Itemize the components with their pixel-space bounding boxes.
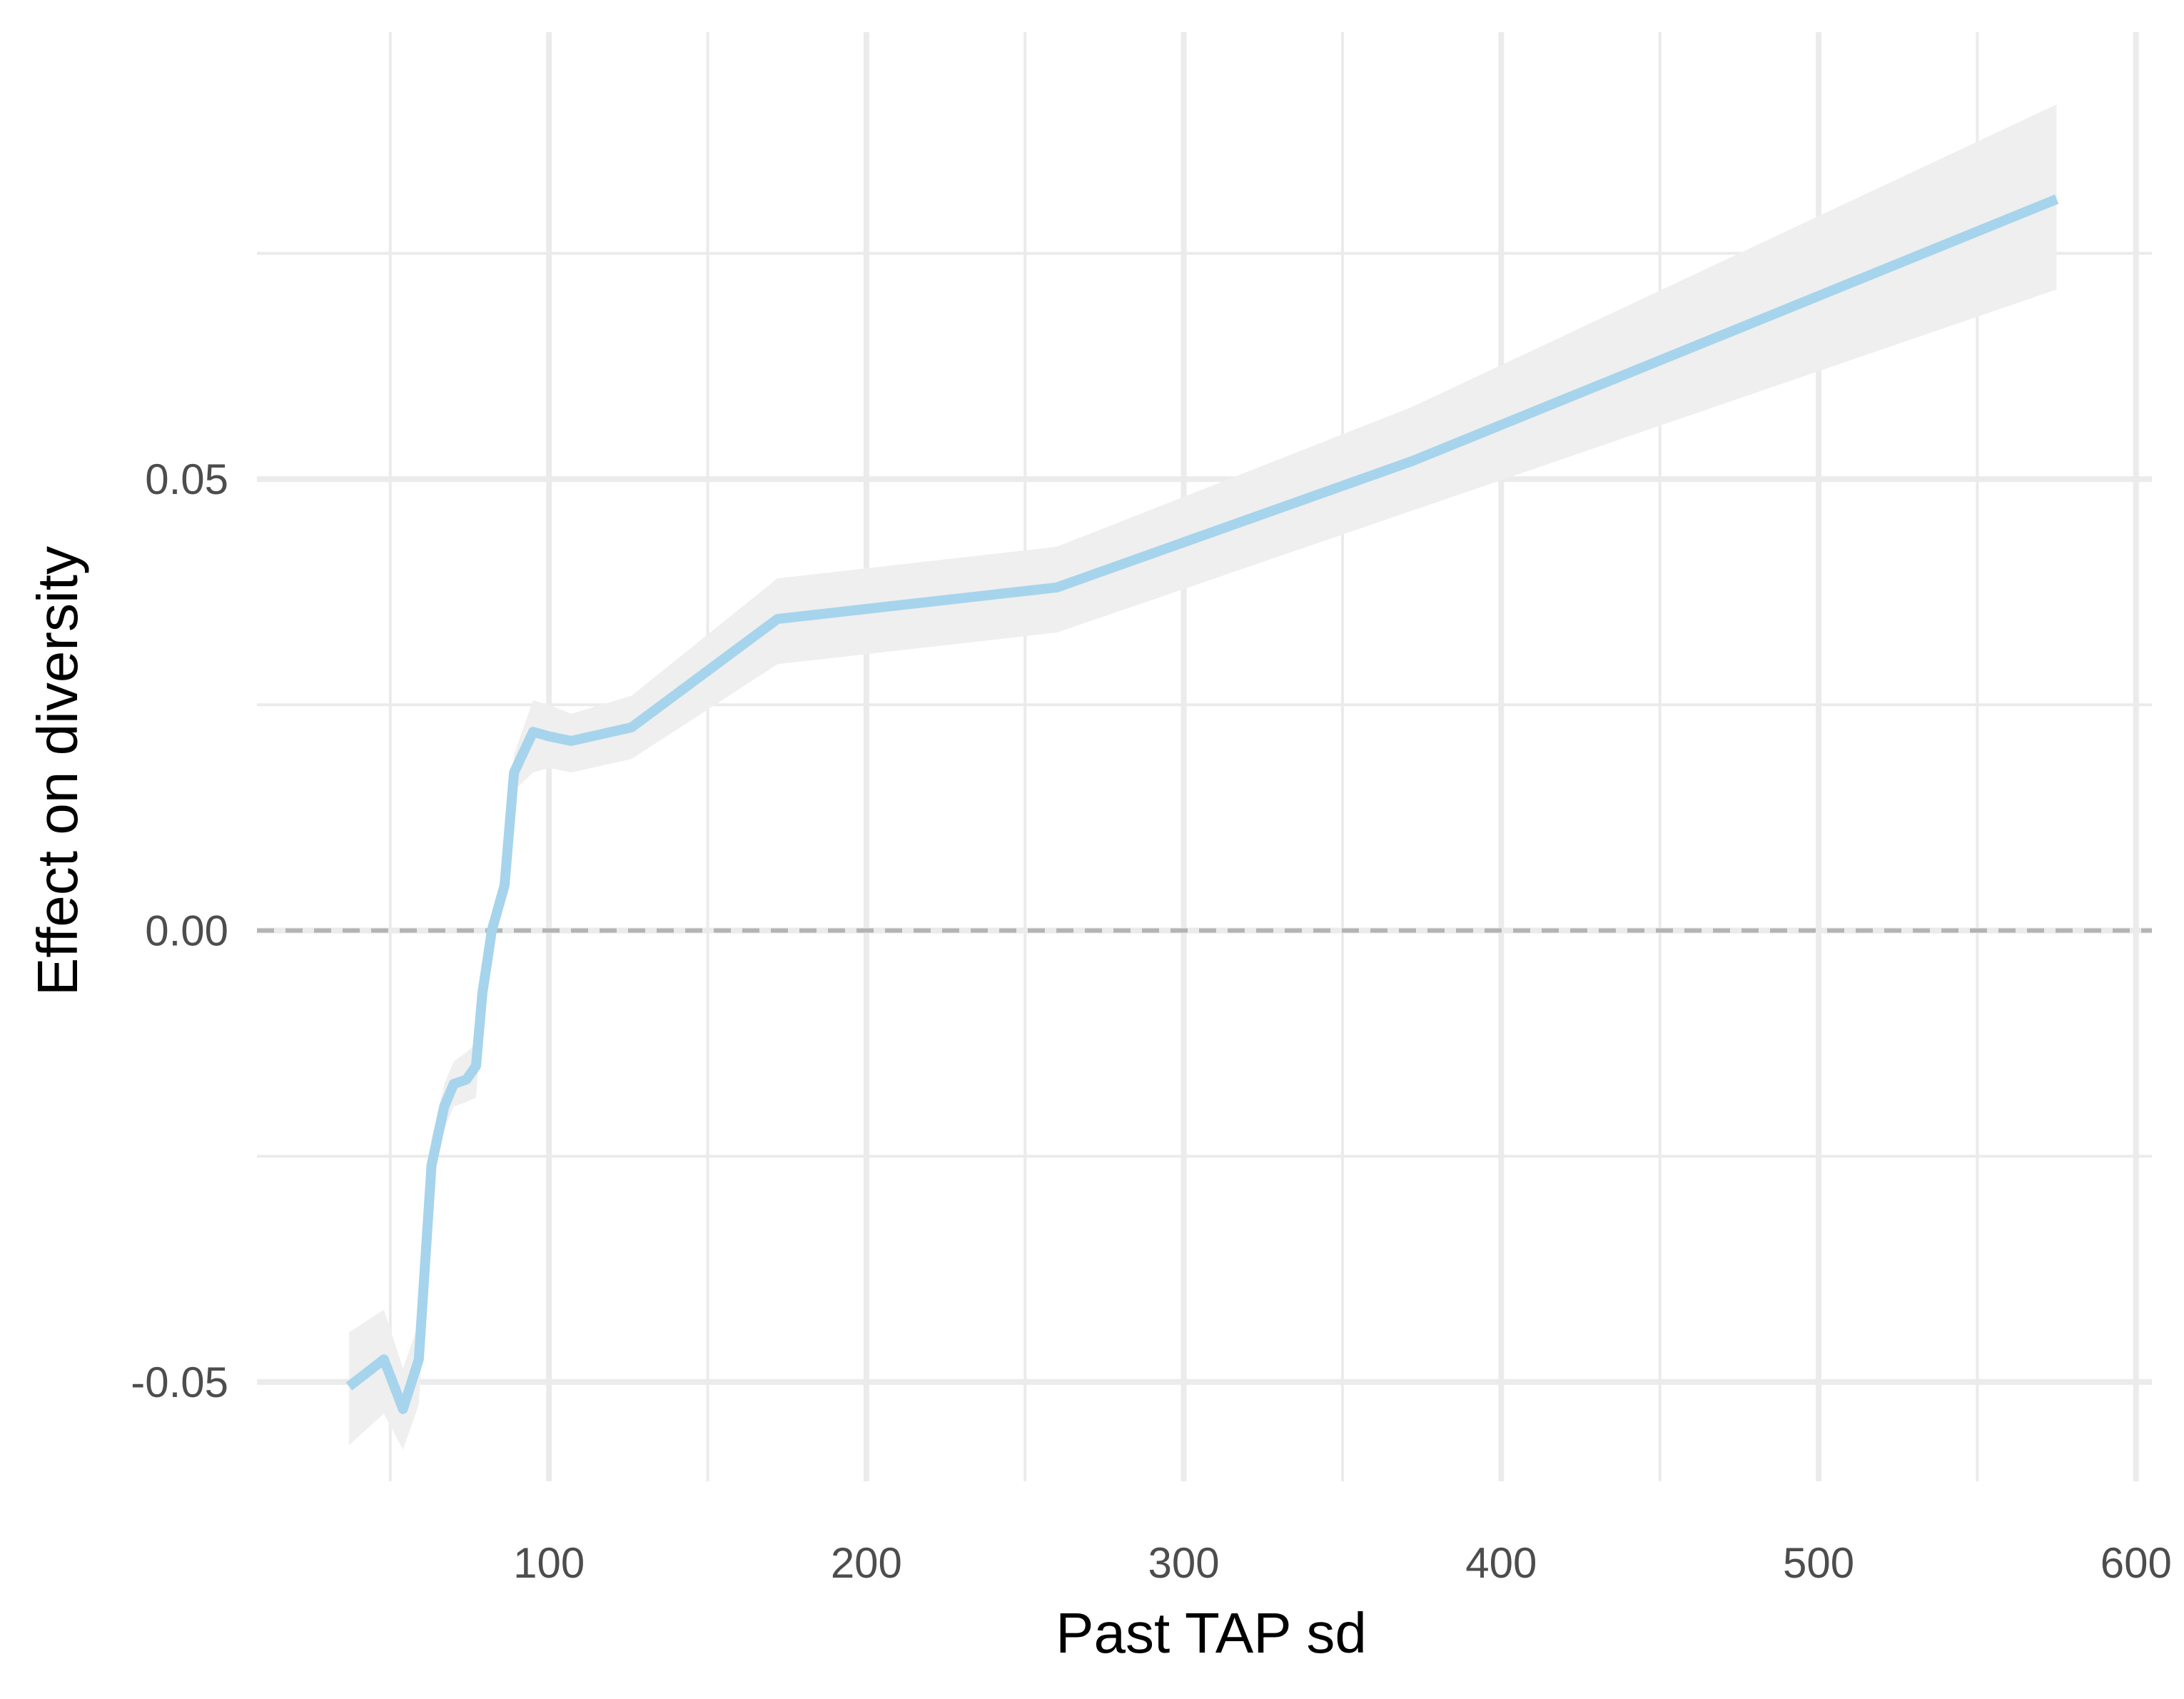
- x-tick-label: 600: [2100, 1539, 2172, 1587]
- x-tick-labels: 100 200 300 400 500 600: [513, 1539, 2172, 1587]
- series-line-layer: [345, 194, 2059, 1414]
- y-axis-title: Effect on diversity: [26, 546, 89, 996]
- x-tick-label: 200: [831, 1539, 902, 1587]
- x-tick-label: 100: [513, 1539, 585, 1587]
- y-tick-label: 0.05: [145, 455, 228, 503]
- y-tick-label: -0.05: [131, 1358, 228, 1406]
- y-tick-labels: -0.05 0.00 0.05: [131, 455, 228, 1406]
- confidence-band-layer: [349, 104, 2057, 1450]
- effect-line: [345, 194, 2059, 1414]
- x-tick-label: 500: [1783, 1539, 1854, 1587]
- y-tick-label: 0.00: [145, 907, 228, 954]
- x-tick-label: 300: [1148, 1539, 1220, 1587]
- x-axis-title: Past TAP sd: [1056, 1601, 1367, 1665]
- x-tick-label: 400: [1465, 1539, 1537, 1587]
- confidence-band: [349, 104, 2057, 1450]
